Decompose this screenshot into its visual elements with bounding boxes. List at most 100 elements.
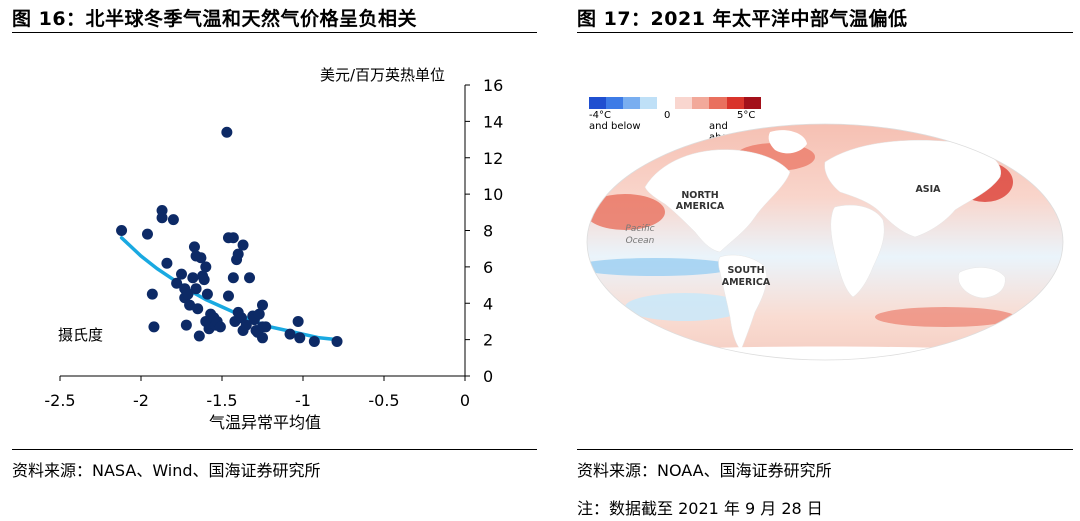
x-axis-label: 气温异常平均值 — [209, 413, 321, 432]
data-point — [176, 268, 187, 280]
x-tick-label: -1.5 — [206, 391, 237, 410]
australia-landmass — [958, 267, 1006, 299]
north-america-landmass — [644, 149, 791, 253]
x-tick-label: -0.5 — [368, 391, 399, 410]
x-ticks: -2.5 -2 -1.5 -1 -0.5 0 — [44, 376, 470, 410]
data-point — [192, 303, 204, 315]
data-point — [167, 214, 179, 226]
y-tick-label: 12 — [483, 149, 503, 168]
y-tick-label: 10 — [483, 185, 503, 204]
x-tick-label: -2 — [133, 391, 149, 410]
data-point — [156, 212, 168, 224]
pacific-label-2: Ocean — [626, 236, 655, 246]
data-point — [260, 321, 272, 333]
y-tick-label: 16 — [483, 76, 503, 95]
data-point — [148, 321, 160, 333]
y-ticks: 0 2 4 6 8 10 12 14 16 — [465, 76, 503, 386]
data-point — [227, 272, 239, 284]
legend-swatch — [726, 97, 744, 109]
y-tick-label: 6 — [483, 258, 493, 277]
data-point — [141, 228, 153, 240]
cool-anomaly-equatorial-pacific — [587, 258, 735, 276]
source-divider-left — [12, 449, 537, 450]
title-divider-left — [12, 32, 537, 33]
y-tick-label: 8 — [483, 222, 493, 241]
title-divider-right — [577, 32, 1073, 33]
africa-landmass — [830, 204, 885, 298]
data-point — [257, 332, 268, 344]
data-point — [257, 299, 268, 311]
y-tick-label: 0 — [483, 367, 493, 386]
data-point — [244, 272, 256, 284]
y-tick-label: 4 — [483, 294, 493, 313]
legend-warm-label: 5°C — [737, 110, 756, 121]
legend-swatch — [743, 97, 761, 109]
data-point — [193, 330, 205, 342]
data-point — [240, 319, 252, 331]
data-point — [284, 328, 296, 340]
data-point — [214, 321, 226, 333]
data-point — [227, 232, 239, 244]
data-point — [237, 239, 249, 251]
data-point — [308, 335, 320, 347]
legend-swatch — [709, 97, 727, 109]
y-axis-unit-label: 美元/百万英热单位 — [320, 66, 445, 84]
data-point — [116, 225, 128, 236]
source-note-left: 资料来源：NASA、Wind、国海证券研究所 — [12, 461, 321, 480]
legend-swatch — [623, 97, 640, 109]
antarctica-landmass — [587, 346, 1063, 360]
data-point — [221, 126, 233, 138]
x-tick-label: 0 — [460, 391, 470, 410]
data-points — [116, 126, 343, 347]
legend-cold-sub: and below — [589, 121, 641, 132]
data-point — [331, 335, 343, 347]
greenland-landmass — [768, 130, 807, 154]
legend-swatch — [606, 97, 623, 109]
data-point — [180, 319, 192, 331]
scatter-chart: -2.5 -2 -1.5 -1 -0.5 0 0 2 4 6 8 10 12 14 16 美元/百万英热单… — [44, 66, 503, 432]
data-point — [292, 315, 304, 327]
data-point — [171, 277, 183, 289]
data-point — [222, 290, 234, 302]
data-point — [182, 288, 194, 300]
south-america-label-1: SOUTH — [727, 265, 764, 276]
pacific-label-1: Pacific — [625, 224, 654, 234]
legend-swatch — [692, 97, 710, 109]
data-point — [161, 257, 173, 269]
y-tick-label: 14 — [483, 112, 503, 131]
asia-label: ASIA — [915, 184, 941, 195]
data-point — [187, 272, 199, 284]
data-point — [201, 288, 213, 300]
data-point — [188, 241, 200, 253]
unit-annotation: 摄氏度 — [58, 326, 103, 344]
sst-anomaly-map: NORTH AMERICA SOUTH AMERICA ASIA Pacific… — [586, 123, 1064, 361]
x-tick-label: -1 — [295, 391, 311, 410]
north-america-label-1: NORTH — [681, 190, 718, 201]
data-point — [232, 248, 244, 260]
data-date-note: 注：数据截至 2021 年 9 月 28 日 — [577, 499, 823, 518]
legend-cold-label: -4°C — [589, 110, 611, 121]
warm-anomaly-north-pacific — [587, 194, 665, 230]
x-tick-label: -2.5 — [44, 391, 75, 410]
data-point — [190, 283, 202, 295]
figure-16-title: 图 16：北半球冬季气温和天然气价格呈负相关 — [12, 8, 418, 30]
source-divider-right — [577, 449, 1073, 450]
legend-color-bar — [589, 97, 761, 109]
data-point — [294, 332, 306, 344]
source-note-right: 资料来源：NOAA、国海证券研究所 — [577, 461, 832, 480]
warm-anomaly-southern-ocean — [875, 307, 1015, 327]
figure-17-title: 图 17：2021 年太平洋中部气温偏低 — [577, 8, 908, 30]
legend-swatch — [589, 97, 606, 109]
south-america-label-2: AMERICA — [722, 277, 771, 288]
data-point — [146, 288, 158, 300]
data-point — [198, 274, 210, 286]
y-tick-label: 2 — [483, 331, 493, 350]
legend-swatch — [675, 97, 693, 109]
legend-swatch — [640, 97, 657, 109]
cool-anomaly-southeast-pacific — [625, 293, 745, 321]
data-point — [195, 252, 207, 264]
legend-zero-label: 0 — [664, 110, 671, 121]
data-point — [200, 261, 212, 273]
north-america-label-2: AMERICA — [676, 201, 725, 212]
data-point — [253, 308, 265, 320]
